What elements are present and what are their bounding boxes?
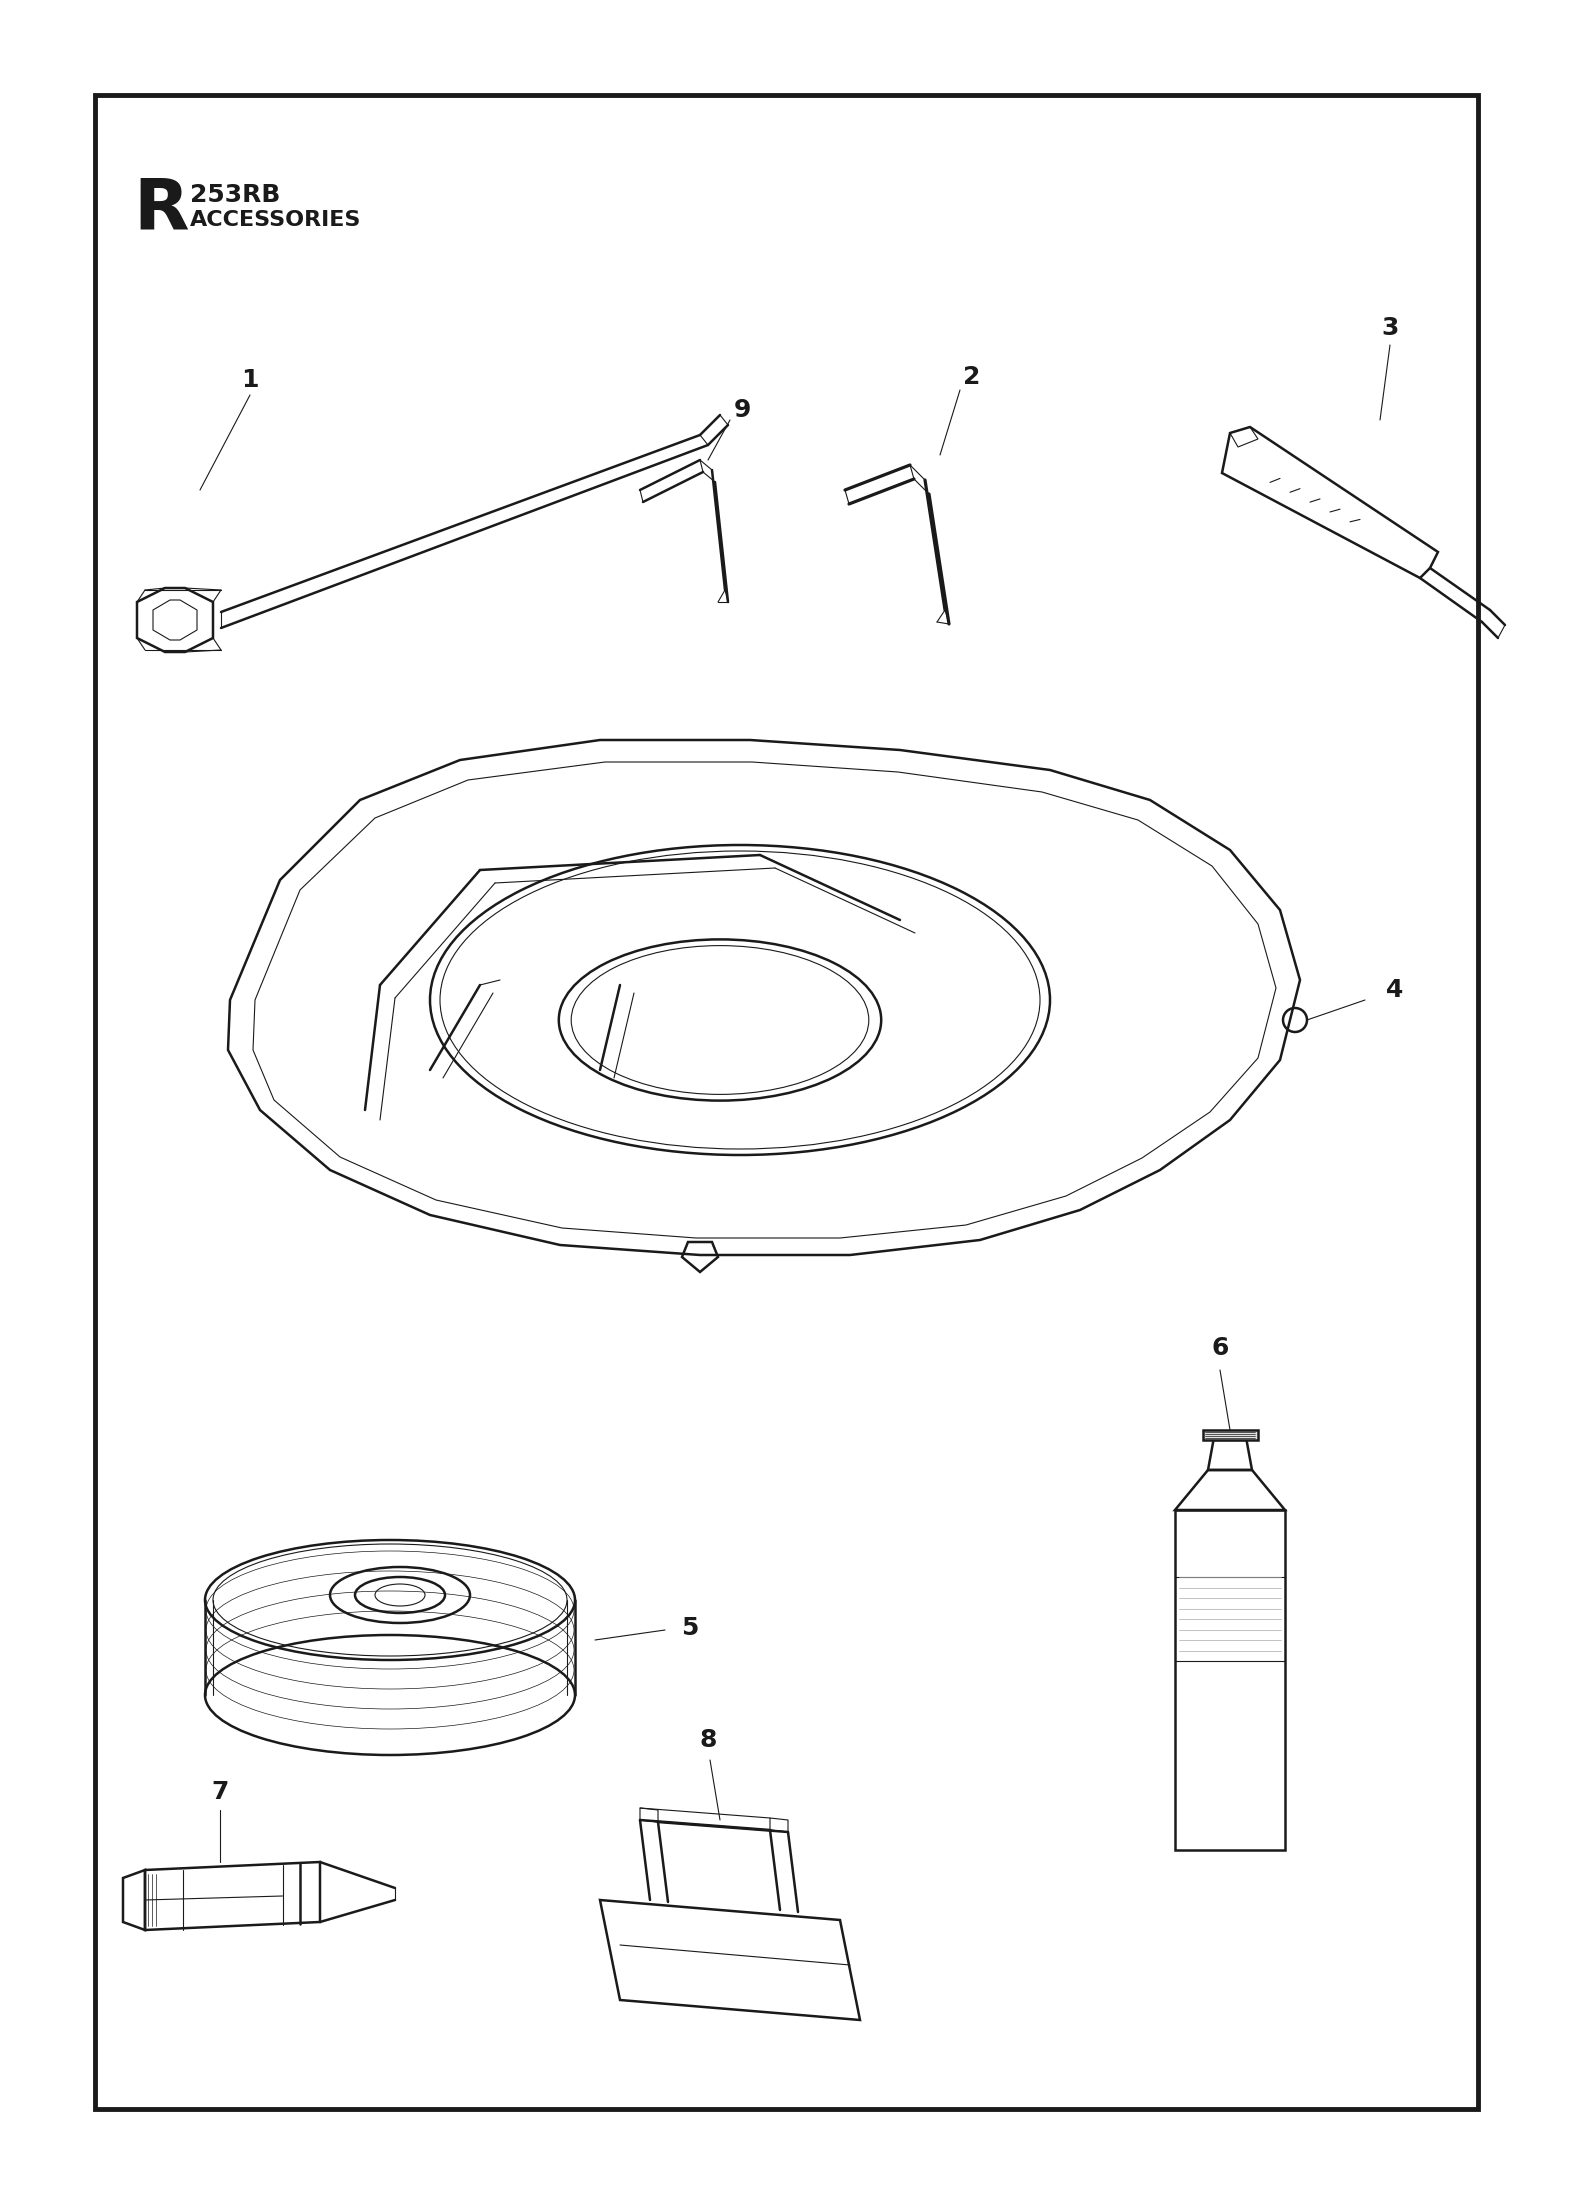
Text: 9: 9 [733,399,750,421]
Text: 1: 1 [241,368,258,392]
Text: 4: 4 [1386,979,1403,1003]
Text: 5: 5 [681,1616,698,1640]
Text: 253RB: 253RB [190,183,280,207]
Text: R: R [134,176,189,245]
Text: 3: 3 [1381,315,1398,339]
Polygon shape [1202,1430,1257,1439]
Text: 7: 7 [211,1781,228,1805]
Bar [94,95,1479,2109]
Text: 8: 8 [700,1728,717,1752]
Text: 6: 6 [1211,1336,1229,1360]
Text: ACCESSORIES: ACCESSORIES [190,209,362,229]
Text: 2: 2 [963,366,980,388]
